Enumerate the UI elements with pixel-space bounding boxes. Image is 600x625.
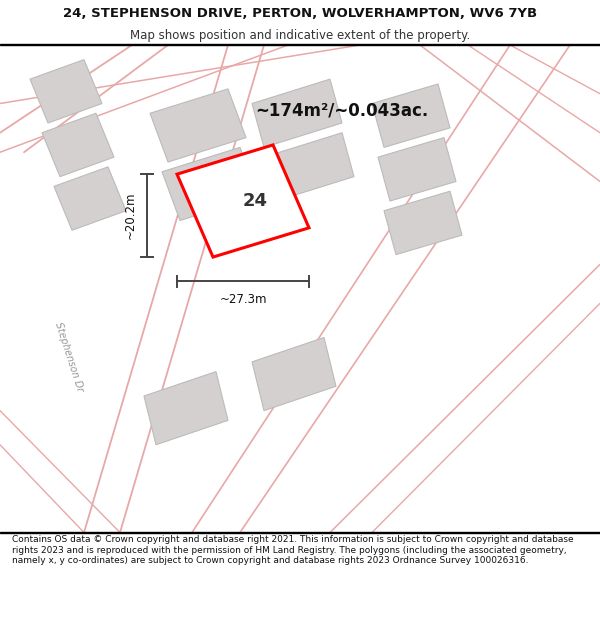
Text: Contains OS data © Crown copyright and database right 2021. This information is : Contains OS data © Crown copyright and d… — [12, 535, 574, 565]
Text: 24, STEPHENSON DRIVE, PERTON, WOLVERHAMPTON, WV6 7YB: 24, STEPHENSON DRIVE, PERTON, WOLVERHAMP… — [63, 7, 537, 20]
Polygon shape — [252, 79, 342, 148]
Text: 24: 24 — [242, 192, 268, 210]
Text: ~174m²/~0.043ac.: ~174m²/~0.043ac. — [256, 102, 428, 120]
Polygon shape — [42, 113, 114, 177]
Polygon shape — [384, 191, 462, 254]
Text: ~27.3m: ~27.3m — [219, 294, 267, 306]
Text: ~20.2m: ~20.2m — [124, 192, 137, 239]
Text: Stephenson Dr: Stephenson Dr — [53, 321, 85, 393]
Polygon shape — [162, 148, 258, 221]
Polygon shape — [54, 167, 126, 230]
Polygon shape — [30, 59, 102, 123]
Polygon shape — [378, 138, 456, 201]
Polygon shape — [372, 84, 450, 148]
Polygon shape — [150, 89, 246, 162]
Polygon shape — [177, 145, 309, 257]
Polygon shape — [144, 372, 228, 445]
Polygon shape — [264, 132, 354, 201]
Polygon shape — [252, 338, 336, 411]
Text: Map shows position and indicative extent of the property.: Map shows position and indicative extent… — [130, 29, 470, 42]
